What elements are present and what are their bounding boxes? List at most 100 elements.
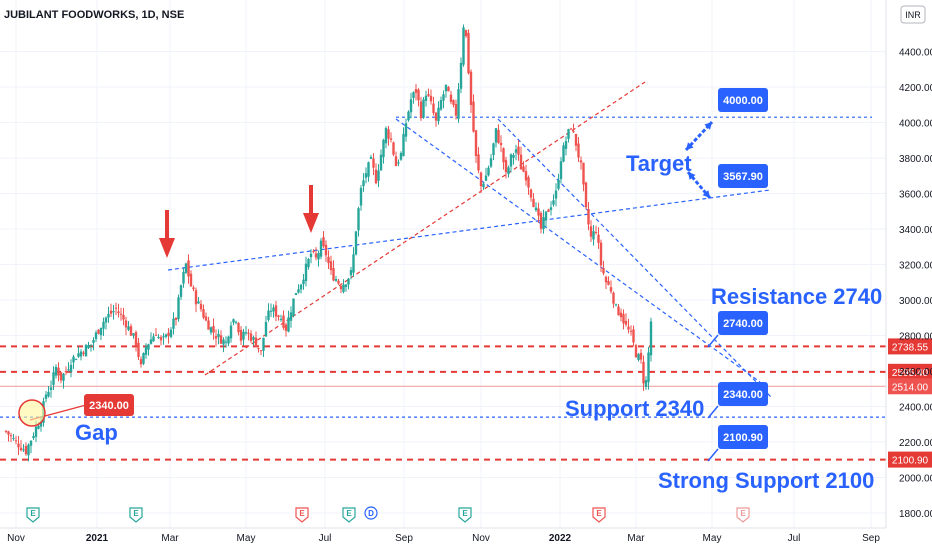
- candle-body: [609, 287, 613, 292]
- candle-body: [267, 310, 270, 320]
- candle-body: [54, 366, 58, 376]
- candle-body: [252, 337, 255, 340]
- currency-badge[interactable]: INR: [900, 5, 926, 24]
- candle-body: [532, 198, 535, 208]
- candle-body: [57, 367, 60, 376]
- candle-body: [542, 217, 545, 230]
- price-tag-2595: [888, 363, 932, 380]
- resistance-callout-value: 2740.00: [723, 318, 763, 330]
- support-label: Support 2340: [565, 396, 704, 421]
- candle-body: [589, 226, 593, 237]
- candle-body: [159, 336, 163, 341]
- chart-title: JUBILANT FOODWORKS, 1D, NSE: [4, 9, 184, 21]
- rising-trendline-blue: [167, 189, 771, 271]
- candle-body: [194, 290, 198, 305]
- candle-body: [139, 359, 143, 365]
- candle-body: [52, 372, 55, 385]
- candle-body: [582, 162, 585, 185]
- candle-body: [289, 312, 293, 321]
- candle-body: [27, 444, 30, 456]
- candle-body: [129, 326, 133, 336]
- x-tick-label: Jul: [319, 533, 332, 544]
- candle-body: [587, 209, 590, 225]
- candle-body: [269, 310, 273, 312]
- candle-body: [147, 344, 150, 350]
- candle-body: [199, 303, 203, 310]
- candle-body: [449, 94, 453, 102]
- candle-body: [519, 154, 523, 170]
- candle-body: [502, 148, 505, 163]
- candle-body: [239, 329, 243, 341]
- candle-body: [69, 364, 73, 372]
- candle-body: [32, 436, 35, 439]
- price-tag-2514-text: 2514.00: [892, 382, 929, 393]
- candle-body: [629, 330, 633, 332]
- candle-body: [647, 352, 650, 383]
- target-arrow-lower-head: [688, 172, 696, 180]
- y-tick-label: 1800.00: [899, 509, 932, 520]
- x-tick-label: May: [237, 533, 256, 544]
- candle-body: [334, 278, 338, 281]
- earnings-marker: [736, 507, 750, 523]
- candle-body: [359, 187, 363, 206]
- candle-body: [539, 213, 543, 229]
- candle-body: [487, 167, 490, 176]
- candle-body: [242, 331, 245, 340]
- candle-body: [224, 341, 228, 343]
- candle-body: [584, 182, 588, 208]
- callout-stem: [707, 334, 719, 348]
- candle-body: [547, 209, 550, 212]
- candle-body: [512, 155, 515, 158]
- peak-arrow-head: [159, 238, 175, 258]
- candle-body: [67, 369, 70, 371]
- peak-arrow-shaft: [309, 185, 313, 215]
- candle-body: [354, 231, 358, 255]
- candle-body: [337, 280, 340, 284]
- candle-body: [362, 180, 365, 187]
- candle-body: [177, 297, 180, 320]
- candle-body: [127, 326, 130, 330]
- candle-body: [162, 336, 165, 338]
- candle-body: [259, 350, 263, 352]
- candle-body: [262, 337, 265, 351]
- candle-body: [434, 112, 438, 121]
- candle-body: [157, 336, 160, 338]
- candle-body: [454, 104, 458, 116]
- candle-body: [89, 344, 93, 346]
- candle-body: [307, 258, 310, 268]
- candle-body: [427, 94, 430, 96]
- x-tick-label: Jul: [788, 533, 801, 544]
- candle-body: [9, 435, 13, 437]
- candle-body: [627, 326, 630, 330]
- candle-body: [624, 320, 628, 325]
- candle-body: [222, 339, 225, 345]
- candle-body: [174, 317, 178, 320]
- candle-body: [557, 179, 560, 189]
- candle-body: [119, 313, 123, 315]
- candle-body: [279, 318, 283, 320]
- candle-body: [384, 127, 388, 144]
- candle-body: [122, 314, 125, 320]
- event-marker-label: E: [30, 509, 36, 518]
- candle-body: [184, 263, 188, 273]
- candle-body: [602, 268, 605, 274]
- candle-body: [107, 313, 110, 318]
- candle-body: [527, 177, 530, 188]
- candle-body: [339, 285, 343, 290]
- y-tick-label: 3400.00: [899, 225, 932, 236]
- candle-body: [149, 339, 153, 344]
- y-tick-label: 3600.00: [899, 190, 932, 201]
- y-tick-label: 2000.00: [899, 474, 932, 485]
- candle-body: [189, 273, 193, 287]
- candle-body: [294, 293, 298, 295]
- candle-body: [229, 325, 233, 339]
- candle-body: [417, 89, 420, 101]
- candle-body: [24, 445, 28, 455]
- candle-body: [167, 332, 170, 336]
- event-marker-label: E: [299, 509, 305, 518]
- candle-body: [209, 327, 213, 333]
- candle-body: [572, 131, 575, 133]
- y-tick-label: 2800.00: [899, 332, 932, 343]
